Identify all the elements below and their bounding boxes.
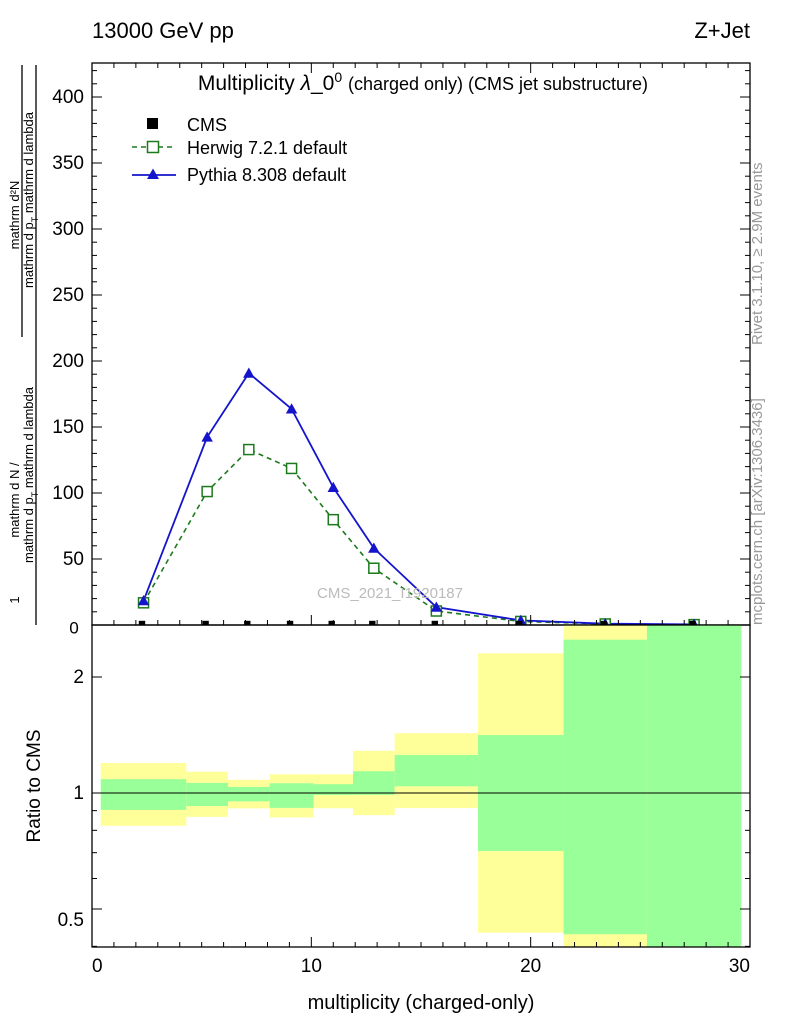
svg-text:Pythia 8.308 default: Pythia 8.308 default [187,165,346,185]
svg-text:0: 0 [92,956,103,977]
svg-text:0.5: 0.5 [58,910,84,931]
svg-text:mathrm d N /: mathrm d N / [7,462,22,538]
svg-text:multiplicity (charged-only): multiplicity (charged-only) [308,992,535,1014]
svg-text:50: 50 [63,549,84,570]
svg-text:Herwig 7.2.1 default: Herwig 7.2.1 default [187,138,347,158]
svg-text:200: 200 [52,351,84,372]
svg-text:1: 1 [73,783,84,804]
svg-text:Ratio to CMS: Ratio to CMS [24,730,45,843]
svg-text:350: 350 [52,153,84,174]
svg-text:30: 30 [729,956,750,977]
svg-text:2: 2 [73,667,84,688]
svg-text:Rivet 3.1.10, ≥ 2.9M events: Rivet 3.1.10, ≥ 2.9M events [749,163,766,346]
svg-text:CMS_2021_I1920187: CMS_2021_I1920187 [317,585,463,602]
svg-text:mcplots.cern.ch [arXiv:1306.34: mcplots.cern.ch [arXiv:1306.3436] [749,398,766,625]
svg-text:20: 20 [520,956,541,977]
svg-text:13000 GeV pp: 13000 GeV pp [92,18,234,43]
svg-text:100: 100 [52,483,84,504]
svg-text:CMS: CMS [187,115,227,135]
svg-text:300: 300 [52,219,84,240]
svg-text:mathrm d²N: mathrm d²N [7,181,22,250]
svg-text:Z+Jet: Z+Jet [694,18,750,43]
svg-text:150: 150 [52,417,84,438]
svg-text:1: 1 [7,596,22,603]
svg-text:10: 10 [301,956,322,977]
svg-text:400: 400 [52,87,84,108]
svg-text:0: 0 [69,618,78,637]
svg-text:250: 250 [52,285,84,306]
